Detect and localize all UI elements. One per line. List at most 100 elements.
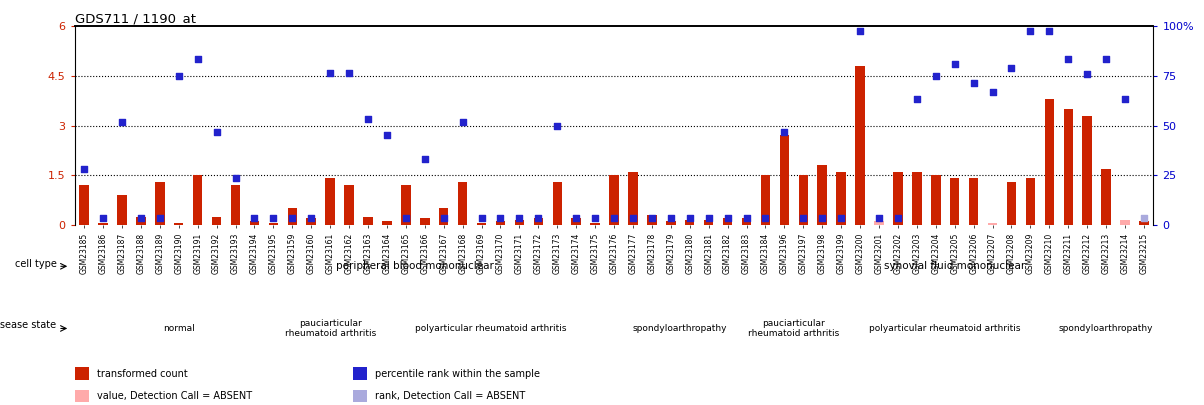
Point bbox=[150, 215, 170, 222]
Point bbox=[661, 215, 680, 222]
Bar bbox=[212, 217, 222, 225]
Text: transformed count: transformed count bbox=[98, 369, 188, 379]
Bar bbox=[325, 179, 335, 225]
Point bbox=[94, 215, 113, 222]
Text: spondyloarthropathy: spondyloarthropathy bbox=[633, 324, 727, 333]
Point bbox=[850, 28, 869, 34]
Bar bbox=[382, 222, 391, 225]
Text: synovial fluid mononuclear: synovial fluid mononuclear bbox=[884, 261, 1026, 271]
Bar bbox=[193, 175, 202, 225]
Point bbox=[301, 215, 320, 222]
Bar bbox=[288, 208, 297, 225]
Text: cell type: cell type bbox=[14, 259, 57, 269]
Point bbox=[756, 215, 775, 222]
Point bbox=[604, 215, 624, 222]
Bar bbox=[590, 223, 600, 225]
Point bbox=[435, 215, 454, 222]
Bar bbox=[1139, 222, 1149, 225]
Bar bbox=[307, 218, 315, 225]
Point bbox=[264, 215, 283, 222]
Point bbox=[472, 215, 491, 222]
Point bbox=[680, 215, 700, 222]
Bar bbox=[117, 195, 126, 225]
Bar bbox=[1082, 116, 1092, 225]
Bar bbox=[722, 218, 732, 225]
Text: GDS711 / 1190_at: GDS711 / 1190_at bbox=[75, 12, 195, 25]
Point bbox=[567, 215, 586, 222]
Bar bbox=[401, 185, 411, 225]
Bar bbox=[420, 218, 430, 225]
Point bbox=[945, 61, 964, 68]
Bar bbox=[931, 175, 940, 225]
Point bbox=[226, 175, 246, 182]
Point bbox=[1040, 28, 1060, 34]
Bar bbox=[685, 220, 695, 225]
Bar bbox=[969, 179, 979, 225]
Bar bbox=[268, 223, 278, 225]
Bar bbox=[798, 175, 808, 225]
Bar bbox=[628, 172, 638, 225]
Bar bbox=[364, 217, 373, 225]
Text: spondyloarthropathy: spondyloarthropathy bbox=[1058, 324, 1153, 333]
Bar bbox=[987, 223, 997, 225]
Point bbox=[926, 73, 945, 79]
Bar bbox=[666, 222, 675, 225]
Point bbox=[832, 215, 851, 222]
Bar bbox=[75, 390, 89, 403]
Bar bbox=[353, 390, 367, 403]
Point bbox=[908, 96, 927, 102]
Point bbox=[774, 129, 793, 135]
Point bbox=[964, 79, 984, 86]
Point bbox=[131, 215, 150, 222]
Point bbox=[982, 89, 1002, 96]
Point bbox=[75, 165, 94, 172]
Point bbox=[112, 119, 131, 126]
Point bbox=[340, 69, 359, 76]
Point bbox=[207, 129, 226, 135]
Bar bbox=[136, 217, 146, 225]
Bar bbox=[572, 218, 580, 225]
Bar bbox=[1045, 99, 1054, 225]
Bar bbox=[155, 182, 165, 225]
Text: pauciarticular
rheumatoid arthritis: pauciarticular rheumatoid arthritis bbox=[284, 319, 376, 338]
Point bbox=[359, 116, 378, 122]
Bar bbox=[761, 175, 771, 225]
Point bbox=[283, 215, 302, 222]
Text: disease state: disease state bbox=[0, 320, 57, 330]
Bar bbox=[1063, 109, 1073, 225]
Point bbox=[491, 215, 510, 222]
Bar bbox=[175, 223, 183, 225]
Text: peripheral blood mononuclear: peripheral blood mononuclear bbox=[336, 261, 495, 271]
Point bbox=[718, 215, 737, 222]
Text: rank, Detection Call = ABSENT: rank, Detection Call = ABSENT bbox=[376, 391, 525, 401]
Point bbox=[415, 156, 435, 162]
Bar bbox=[553, 182, 562, 225]
Point bbox=[1097, 56, 1116, 63]
Bar bbox=[818, 165, 827, 225]
Bar bbox=[496, 222, 506, 225]
Text: polyarticular rheumatoid arthritis: polyarticular rheumatoid arthritis bbox=[869, 324, 1021, 333]
Bar bbox=[533, 218, 543, 225]
Bar bbox=[79, 185, 89, 225]
Point bbox=[1058, 56, 1078, 63]
Point bbox=[529, 215, 548, 222]
Bar bbox=[780, 135, 789, 225]
Point bbox=[453, 119, 472, 126]
Point bbox=[869, 215, 889, 222]
Point bbox=[889, 215, 908, 222]
Point bbox=[1115, 96, 1134, 102]
Point bbox=[585, 215, 604, 222]
Bar bbox=[1026, 179, 1035, 225]
Text: polyarticular rheumatoid arthritis: polyarticular rheumatoid arthritis bbox=[415, 324, 567, 333]
Point bbox=[642, 215, 661, 222]
Bar bbox=[913, 172, 921, 225]
Point bbox=[377, 132, 396, 139]
Point bbox=[737, 215, 756, 222]
Point bbox=[1021, 28, 1040, 34]
Bar bbox=[514, 220, 524, 225]
Bar bbox=[477, 223, 486, 225]
Bar bbox=[75, 367, 89, 380]
Point bbox=[244, 215, 264, 222]
Bar bbox=[99, 223, 108, 225]
Bar bbox=[837, 172, 846, 225]
